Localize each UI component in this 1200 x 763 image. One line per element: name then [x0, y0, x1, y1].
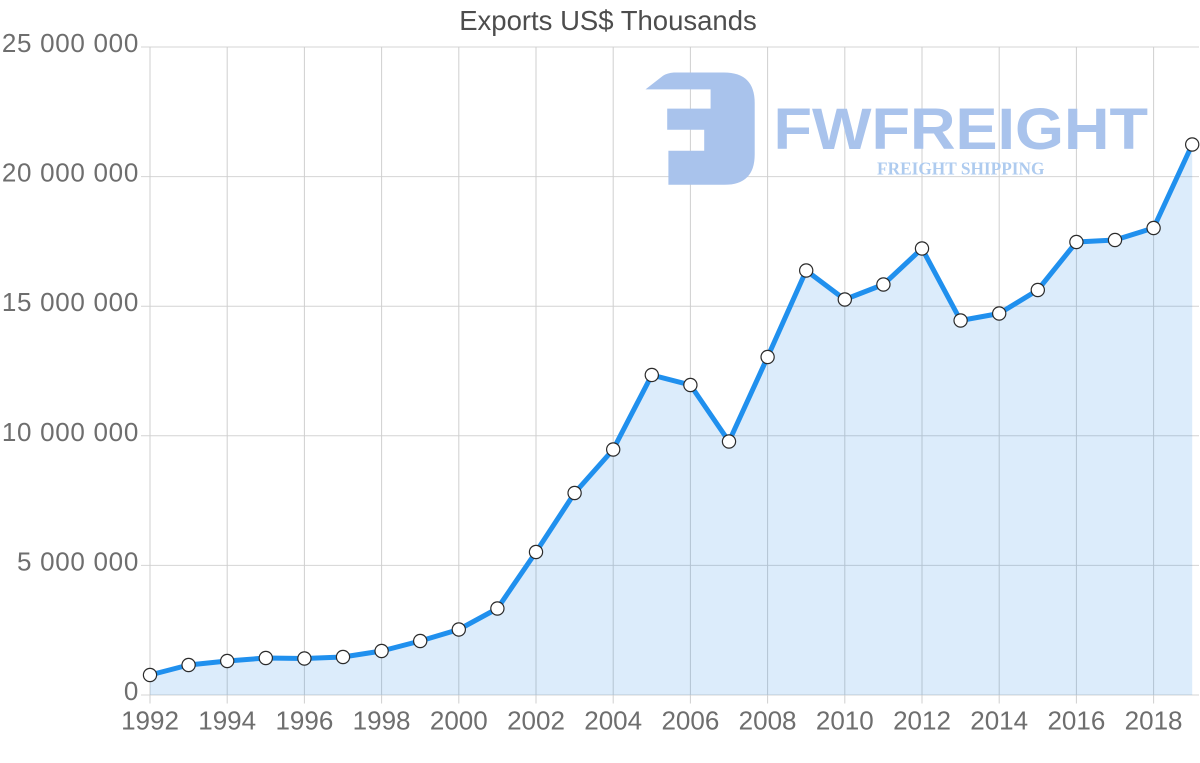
svg-text:2004: 2004: [584, 706, 642, 736]
svg-text:2000: 2000: [430, 706, 488, 736]
svg-text:2014: 2014: [970, 706, 1028, 736]
svg-text:Exports US$ Thousands: Exports US$ Thousands: [459, 5, 757, 36]
svg-text:1992: 1992: [121, 706, 179, 736]
svg-text:10 000 000: 10 000 000: [2, 417, 139, 447]
svg-text:2006: 2006: [661, 706, 719, 736]
svg-text:1998: 1998: [353, 706, 411, 736]
svg-text:0: 0: [124, 676, 139, 706]
svg-text:1996: 1996: [275, 706, 333, 736]
svg-text:2008: 2008: [739, 706, 797, 736]
svg-text:1994: 1994: [198, 706, 256, 736]
svg-text:2012: 2012: [893, 706, 951, 736]
svg-text:FWFREIGHT: FWFREIGHT: [774, 97, 1149, 162]
svg-text:25 000 000: 25 000 000: [2, 28, 139, 58]
svg-text:2002: 2002: [507, 706, 565, 736]
svg-text:2016: 2016: [1047, 706, 1105, 736]
svg-text:2010: 2010: [816, 706, 874, 736]
svg-text:15 000 000: 15 000 000: [2, 287, 139, 317]
svg-text:2018: 2018: [1125, 706, 1183, 736]
svg-text:5 000 000: 5 000 000: [17, 546, 139, 576]
svg-text:FREIGHT SHIPPING: FREIGHT SHIPPING: [877, 159, 1045, 179]
svg-text:20 000 000: 20 000 000: [2, 158, 139, 188]
